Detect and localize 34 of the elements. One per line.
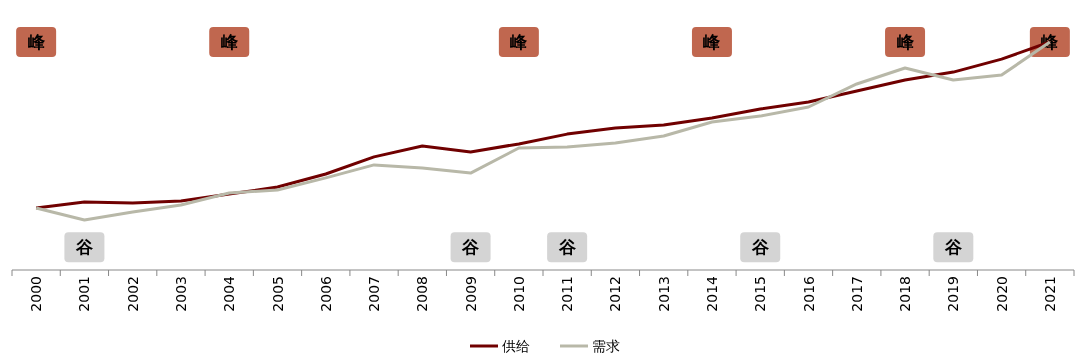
x-tick-label: 2021 — [1041, 276, 1058, 312]
annotation: 谷 — [750, 237, 770, 258]
x-tick-label: 2016 — [800, 275, 817, 312]
x-tick-label: 2018 — [897, 276, 914, 312]
annotation: 峰 — [220, 32, 239, 52]
annotation: 峰 — [703, 32, 722, 52]
annotation: 峰 — [896, 32, 915, 52]
x-tick-label: 2008 — [414, 276, 431, 312]
annotation: 谷 — [74, 237, 94, 258]
x-tick-label: 2015 — [752, 276, 769, 312]
x-tick-label: 2020 — [993, 276, 1010, 312]
x-tick-label: 2011 — [559, 276, 576, 312]
x-tick-label: 2010 — [510, 276, 527, 312]
legend-label: 供给 — [502, 338, 530, 354]
x-tick-label: 2009 — [462, 276, 479, 312]
x-tick-label: 2019 — [945, 276, 962, 312]
x-tick-label: 2017 — [848, 276, 865, 312]
x-tick-label: 2014 — [703, 275, 720, 312]
legend-label: 需求 — [592, 338, 620, 354]
x-tick-label: 2002 — [124, 276, 141, 312]
x-tick-label: 2004 — [221, 275, 238, 312]
annotation: 谷 — [557, 237, 577, 258]
x-tick-label: 2001 — [76, 276, 93, 312]
x-tick-label: 2000 — [28, 276, 45, 312]
annotation: 谷 — [943, 237, 963, 258]
annotation: 峰 — [27, 32, 46, 52]
x-tick-label: 2003 — [172, 276, 189, 312]
annotation: 峰 — [510, 32, 529, 52]
x-tick-label: 2006 — [317, 275, 334, 312]
x-tick-label: 2005 — [269, 276, 286, 312]
x-tick-label: 2012 — [607, 276, 624, 312]
annotation: 谷 — [461, 237, 481, 258]
x-tick-label: 2007 — [366, 276, 383, 312]
x-tick-label: 2013 — [655, 276, 672, 312]
